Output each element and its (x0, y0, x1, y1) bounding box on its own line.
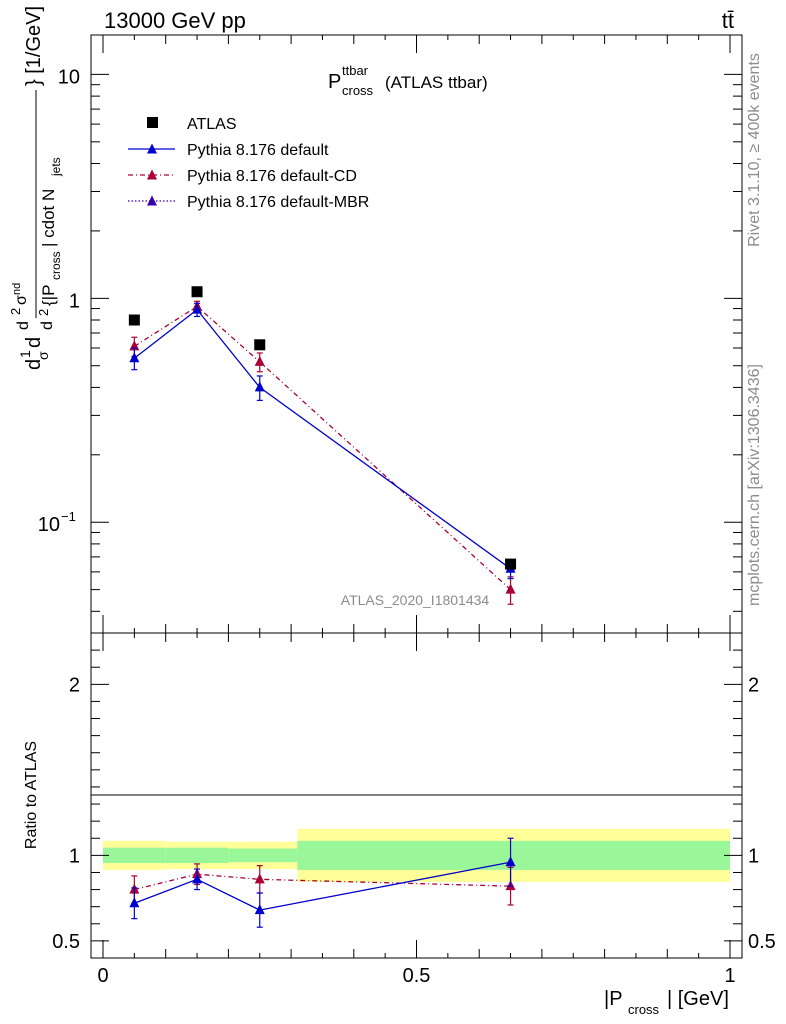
svg-text:2: 2 (36, 309, 51, 316)
y-tick-label-ratio-right: 2 (748, 674, 759, 696)
point-cd-ratio (254, 873, 265, 884)
series-line-default-ratio (134, 861, 511, 911)
title-sub: cross (342, 83, 374, 98)
rivet-label: Rivet 3.1.10, ≥ 400k events (746, 53, 763, 247)
band-inner-2 (228, 848, 298, 863)
y-axis-label-main: d 1 σ d d d 2 σ nd 2 {|P cross | cdot N … (8, 6, 63, 370)
y-tick-label-ratio-right: 0.5 (748, 931, 776, 953)
svg-text:σ: σ (13, 295, 30, 305)
y-tick-label-ratio: 1 (69, 845, 80, 867)
axis-ticks (91, 35, 742, 959)
process-label: tt̄ (722, 8, 734, 33)
svg-text:σ: σ (35, 351, 51, 360)
x-axis-label: |P cross | [GeV] (604, 988, 729, 1017)
svg-text:1: 1 (17, 350, 33, 358)
x-tick-label: 0.5 (403, 965, 431, 987)
svg-text:} [1/GeV]: } [1/GeV] (23, 6, 45, 86)
analysis-watermark: ATLAS_2020_I1801434 (341, 592, 490, 608)
svg-text:{|P: {|P (39, 285, 58, 306)
y-axis-label-ratio: Ratio to ATLAS (23, 741, 40, 849)
point-cd-main (254, 355, 265, 366)
svg-text:2: 2 (8, 308, 23, 315)
svg-text:d: d (23, 359, 45, 370)
point-default-ratio (254, 904, 265, 915)
y-tick-label-exp: −1 (61, 509, 76, 524)
x-label-post: | [GeV] (667, 988, 729, 1010)
title-suffix: (ATLAS ttbar) (385, 73, 488, 92)
point-atlas-main (191, 286, 203, 298)
ratio-uncertainty-bands (103, 828, 730, 882)
series-line-cd-main (134, 305, 511, 591)
legend-marker-mbr (147, 195, 157, 206)
x-tick-label: 0 (97, 965, 108, 987)
mcplots-label: mcplots.cern.ch [arXiv:1306.3436] (746, 364, 763, 606)
data-marks (128, 286, 517, 928)
point-default-ratio (129, 897, 140, 908)
svg-text:nd: nd (11, 283, 23, 295)
band-inner-1 (165, 847, 229, 864)
point-atlas-main (505, 558, 517, 570)
legend-label-atlas: ATLAS (187, 116, 237, 133)
series-line-default-main (133, 308, 511, 570)
point-default-main (192, 303, 203, 314)
legend-marker-default (147, 143, 157, 154)
y-tick-label-ratio: 2 (69, 674, 80, 696)
series-line-cd-ratio (134, 873, 511, 891)
svg-text:| cdot N: | cdot N (39, 189, 58, 247)
y-tick-label-main: 10 (58, 66, 80, 88)
point-default-ratio (505, 856, 516, 867)
legend: ATLAS Pythia 8.176 default Pythia 8.176 … (128, 116, 369, 211)
point-default-main (254, 381, 265, 392)
beam-label: 13000 GeV pp (104, 8, 246, 33)
legend-label-mbr: Pythia 8.176 default-MBR (187, 194, 369, 211)
y-tick-label-main: 1 (69, 290, 80, 312)
point-cd-main (505, 583, 516, 594)
x-label-sub: cross (628, 1002, 660, 1017)
point-atlas-main (128, 314, 140, 326)
x-label-pre: |P (604, 988, 623, 1010)
point-default-ratio (192, 873, 203, 884)
x-tick-label: 1 (724, 965, 735, 987)
legend-label-default: Pythia 8.176 default (187, 142, 329, 159)
point-default-main (129, 352, 140, 363)
svg-text:d: d (15, 321, 32, 330)
svg-text:cross: cross (49, 251, 63, 280)
y-tick-label-main: 10 (38, 514, 60, 536)
title-sup: ttbar (342, 63, 369, 78)
point-atlas-main (254, 339, 266, 351)
svg-text:jets: jets (49, 157, 63, 177)
legend-label-cd: Pythia 8.176 default-CD (187, 168, 357, 185)
title-main: P (328, 71, 341, 93)
svg-text:d: d (23, 337, 45, 348)
svg-text:d: d (39, 321, 56, 330)
plot-title: P ttbar cross (ATLAS ttbar) (328, 63, 488, 98)
legend-marker-cd (147, 169, 157, 180)
y-tick-label-ratio-right: 1 (748, 845, 759, 867)
legend-marker-atlas (147, 117, 158, 128)
band-inner-0 (103, 847, 166, 864)
y-tick-label-ratio: 0.5 (52, 931, 80, 953)
